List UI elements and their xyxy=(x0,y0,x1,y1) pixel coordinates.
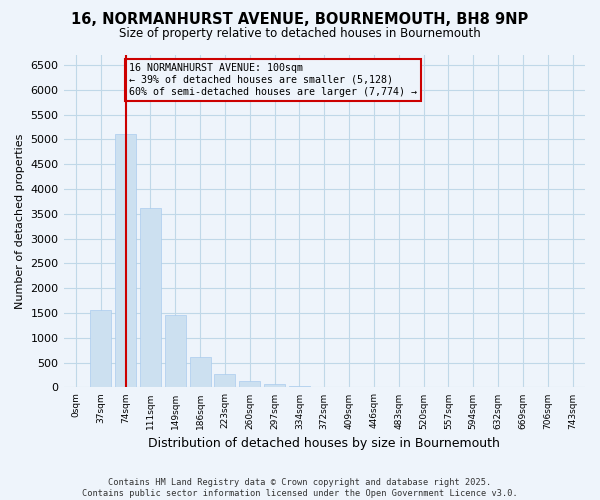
Bar xyxy=(140,208,161,388)
Bar xyxy=(115,134,136,388)
X-axis label: Distribution of detached houses by size in Bournemouth: Distribution of detached houses by size … xyxy=(148,437,500,450)
Bar xyxy=(190,356,211,388)
Bar xyxy=(239,381,260,388)
Text: 16, NORMANHURST AVENUE, BOURNEMOUTH, BH8 9NP: 16, NORMANHURST AVENUE, BOURNEMOUTH, BH8… xyxy=(71,12,529,28)
Bar xyxy=(165,316,186,388)
Text: Contains HM Land Registry data © Crown copyright and database right 2025.
Contai: Contains HM Land Registry data © Crown c… xyxy=(82,478,518,498)
Bar xyxy=(214,374,235,388)
Text: Size of property relative to detached houses in Bournemouth: Size of property relative to detached ho… xyxy=(119,28,481,40)
Text: 16 NORMANHURST AVENUE: 100sqm
← 39% of detached houses are smaller (5,128)
60% o: 16 NORMANHURST AVENUE: 100sqm ← 39% of d… xyxy=(130,64,418,96)
Bar xyxy=(90,310,112,388)
Bar xyxy=(289,386,310,388)
Y-axis label: Number of detached properties: Number of detached properties xyxy=(15,134,25,309)
Bar xyxy=(264,384,285,388)
Bar xyxy=(314,386,335,388)
